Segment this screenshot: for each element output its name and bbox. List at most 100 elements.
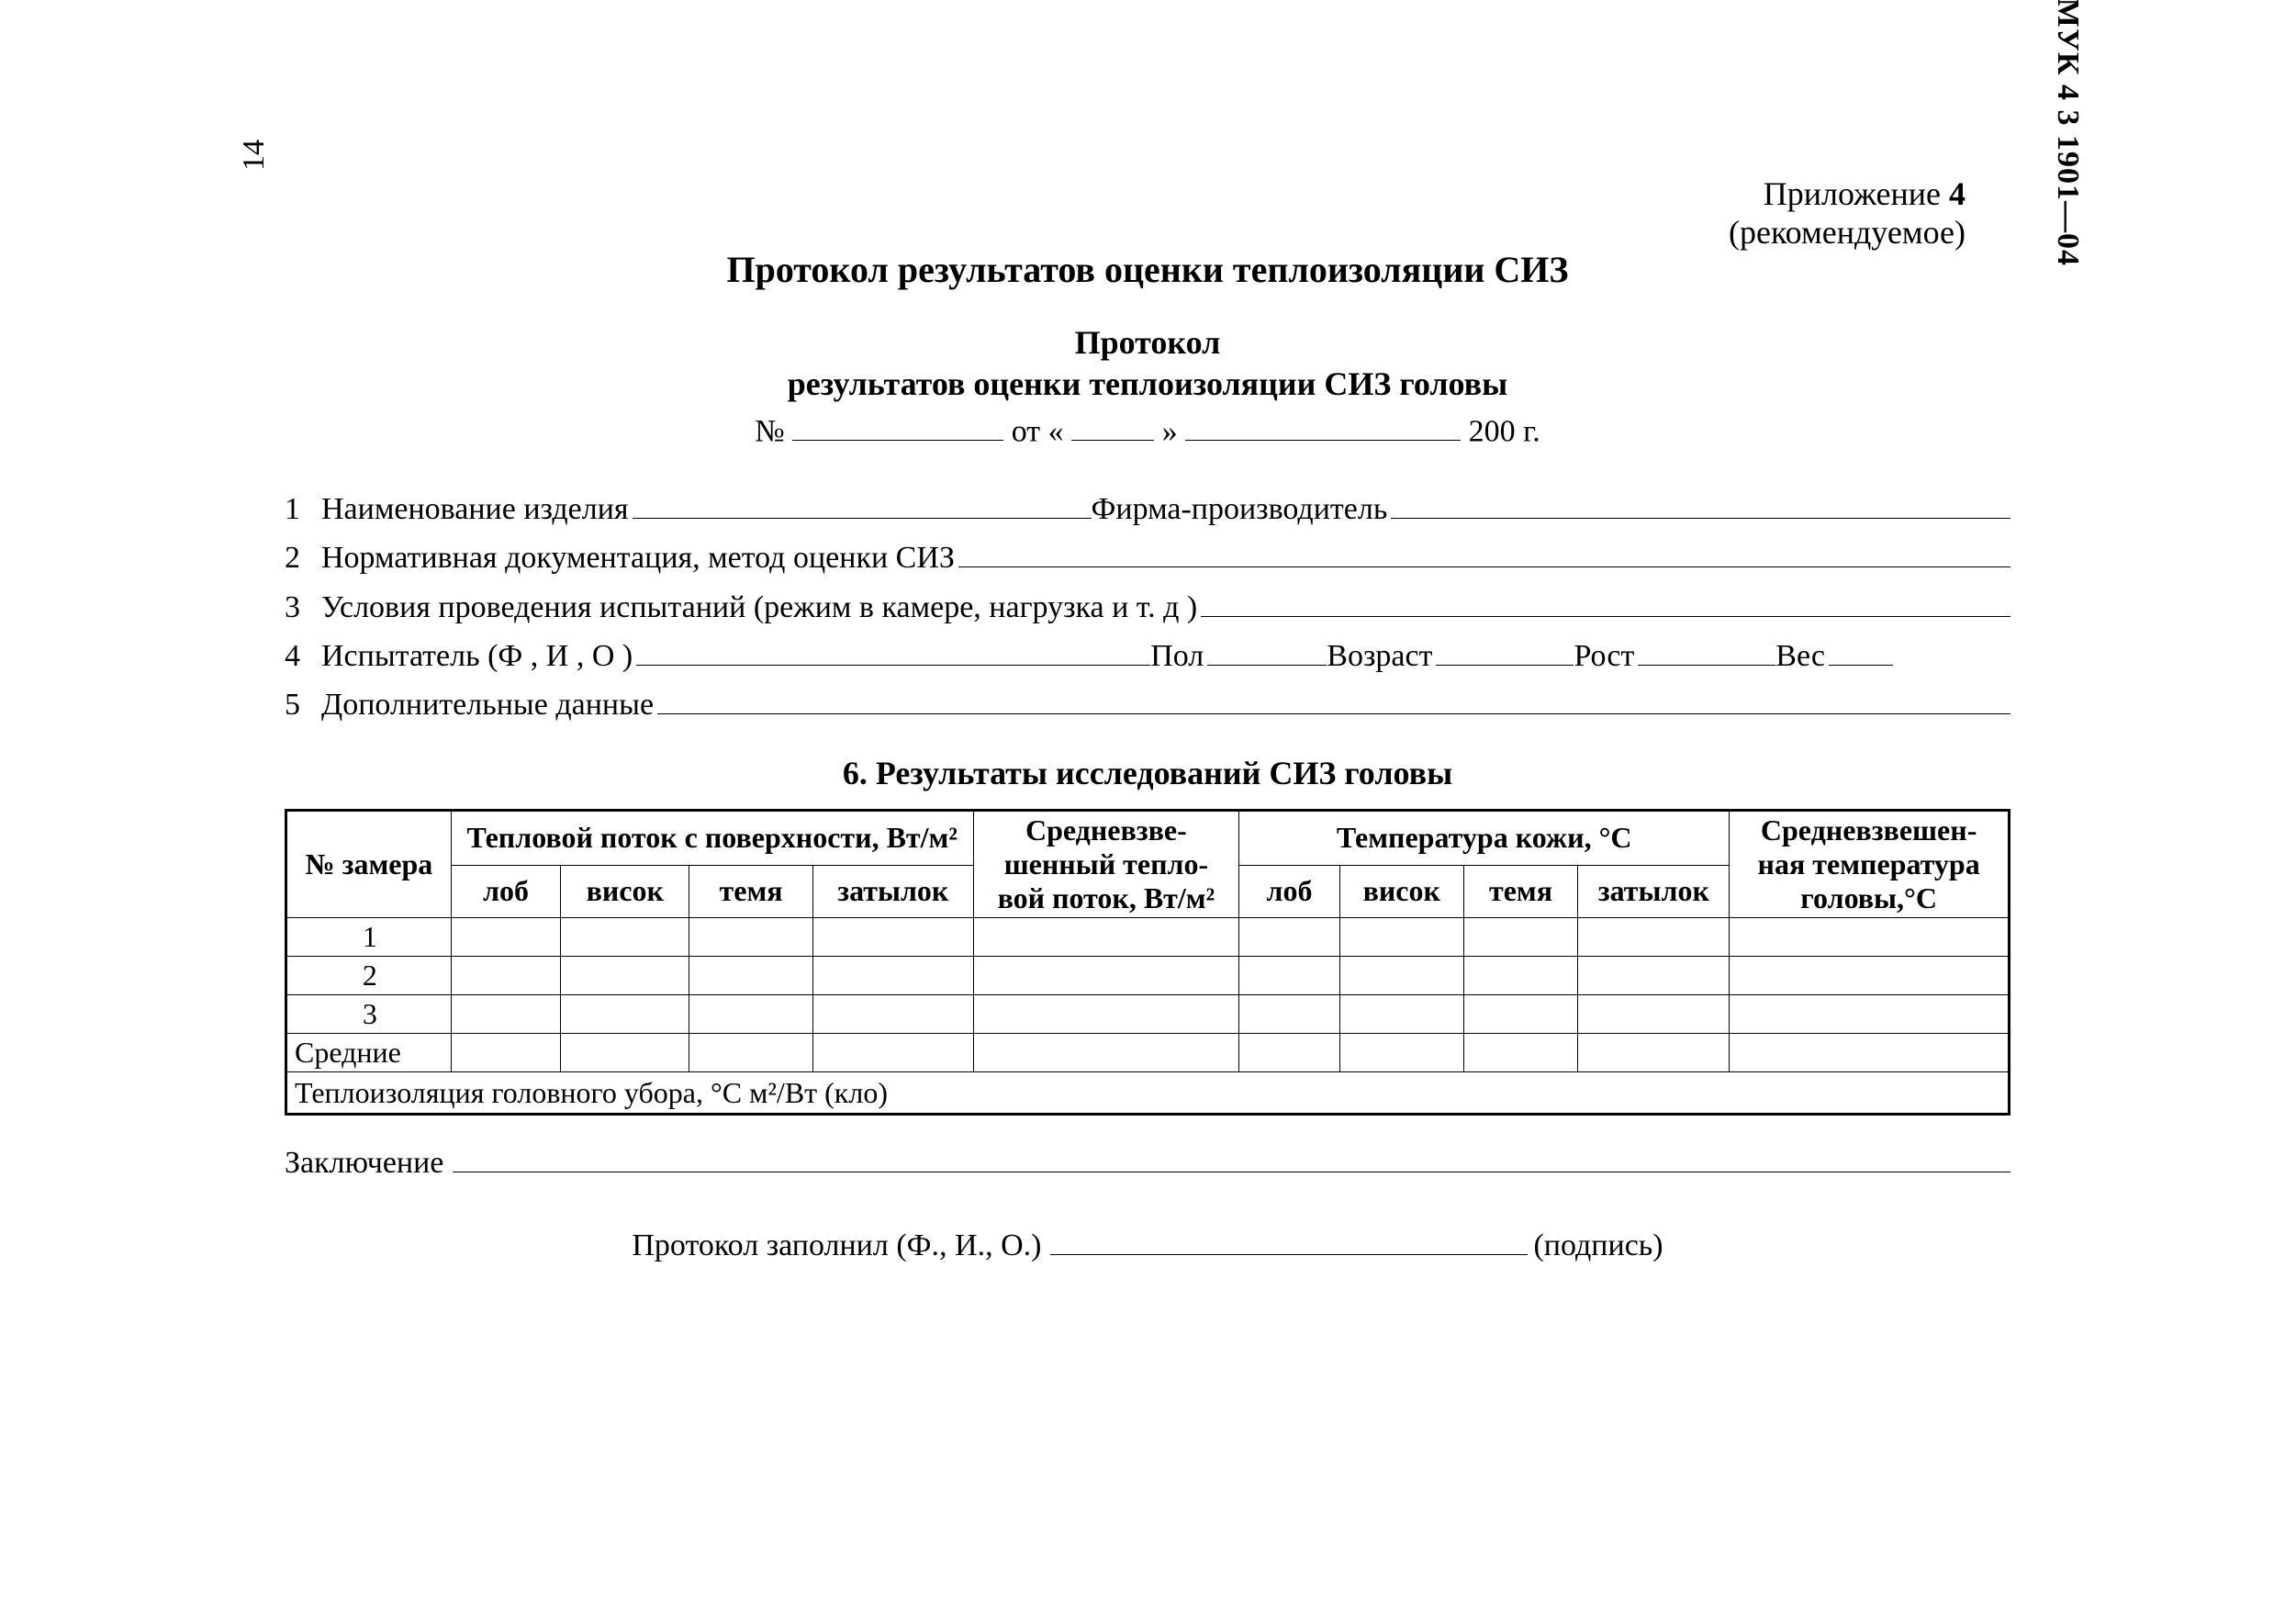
proto-year-suffix: 200 г.: [1469, 414, 1540, 448]
cell[interactable]: [1239, 957, 1340, 995]
appendix-note: (рекомендуемое): [1729, 213, 1966, 252]
header-avghead-l2: ная температура: [1758, 847, 1980, 880]
appendix-label: Приложение 4 (рекомендуемое): [1729, 174, 1966, 252]
cell[interactable]: [561, 918, 689, 957]
cell[interactable]: [973, 957, 1238, 995]
row2-label: 2: [286, 957, 452, 995]
form-fields: 1 Наименование изделия Фирма-производите…: [285, 484, 2010, 728]
form-row-1: 1 Наименование изделия Фирма-производите…: [285, 484, 2010, 532]
header-avgflow-l3: вой поток, Вт/м²: [998, 881, 1215, 914]
header-zatylok2: затылок: [1578, 865, 1730, 918]
item3-label: Условия проведения испытаний (режим в ка…: [321, 584, 1197, 631]
item4-vozrast-field[interactable]: [1436, 632, 1574, 666]
cell[interactable]: [561, 995, 689, 1034]
table-footer-row: Теплоизоляция головного убора, °С м²/Вт …: [286, 1072, 2010, 1115]
cell[interactable]: [689, 918, 813, 957]
subtitle-line1: Протокол: [285, 322, 2010, 364]
item1-field2[interactable]: [1391, 484, 2010, 518]
subtitle-line2: результатов оценки теплоизоляции СИЗ гол…: [285, 364, 2010, 405]
cell[interactable]: [451, 1034, 561, 1072]
item5-num: 5: [285, 681, 321, 728]
main-title: Протокол результатов оценки теплоизоляци…: [285, 248, 2010, 291]
document-code: МУК 4 3 1901—04: [2050, 0, 2085, 266]
cell[interactable]: [1730, 957, 2010, 995]
conclusion-field[interactable]: [453, 1138, 2010, 1172]
cell[interactable]: [1578, 1034, 1730, 1072]
cell[interactable]: [1339, 995, 1463, 1034]
cell[interactable]: [1239, 918, 1340, 957]
cell[interactable]: [812, 995, 973, 1034]
table-row-avg: Средние: [286, 1034, 2010, 1072]
row1-label: 1: [286, 918, 452, 957]
form-row-4: 4 Испытатель (Ф , И , О ) Пол Возраст Ро…: [285, 632, 2010, 679]
proto-no-label: №: [755, 414, 784, 448]
cell[interactable]: [1239, 1034, 1340, 1072]
cell[interactable]: [561, 1034, 689, 1072]
cell[interactable]: [1239, 995, 1340, 1034]
header-avghead-l1: Средневзвешен-: [1761, 813, 1977, 847]
item1-field1[interactable]: [633, 484, 1092, 518]
cell[interactable]: [812, 957, 973, 995]
item4-rost-field[interactable]: [1638, 632, 1775, 666]
item4-vozrast: Возраст: [1327, 633, 1432, 679]
page-number: 14: [237, 140, 272, 171]
item2-num: 2: [285, 534, 321, 581]
header-lob2: лоб: [1239, 865, 1340, 918]
item3-num: 3: [285, 584, 321, 631]
cell[interactable]: [689, 957, 813, 995]
cell[interactable]: [812, 918, 973, 957]
section6-title: 6. Результаты исследований СИЗ головы: [285, 754, 2010, 792]
cell[interactable]: [1578, 918, 1730, 957]
header-avghead: Средневзвешен- ная температура головы,°С: [1730, 811, 2010, 918]
subtitle-block: Протокол результатов оценки теплоизоляци…: [285, 322, 2010, 405]
conclusion-label: Заключение: [285, 1146, 443, 1181]
cell[interactable]: [1578, 957, 1730, 995]
cell[interactable]: [1463, 1034, 1578, 1072]
results-table: № замера Тепловой поток с поверхности, В…: [285, 809, 2010, 1116]
cell[interactable]: [812, 1034, 973, 1072]
signature-field[interactable]: [1050, 1221, 1528, 1255]
cell[interactable]: [1730, 918, 2010, 957]
cell[interactable]: [1730, 1034, 2010, 1072]
cell[interactable]: [689, 995, 813, 1034]
item4-pol-field[interactable]: [1207, 632, 1327, 666]
table-header-row1: № замера Тепловой поток с поверхности, В…: [286, 811, 2010, 865]
cell[interactable]: [1463, 995, 1578, 1034]
rowavg-label: Средние: [286, 1034, 452, 1072]
form-row-3: 3 Условия проведения испытаний (режим в …: [285, 582, 2010, 630]
item4-ves-field[interactable]: [1829, 632, 1893, 666]
cell[interactable]: [1339, 1034, 1463, 1072]
proto-raquo: »: [1162, 414, 1178, 448]
cell[interactable]: [451, 995, 561, 1034]
item1-label2: Фирма-производитель: [1092, 486, 1388, 533]
header-temya2: темя: [1463, 865, 1578, 918]
cell[interactable]: [1339, 957, 1463, 995]
cell[interactable]: [973, 995, 1238, 1034]
cell[interactable]: [973, 1034, 1238, 1072]
header-avghead-l3: головы,°С: [1800, 881, 1937, 914]
item2-field[interactable]: [958, 533, 2010, 567]
cell[interactable]: [689, 1034, 813, 1072]
item4-fio-field[interactable]: [636, 632, 1150, 666]
cell[interactable]: [1339, 918, 1463, 957]
cell[interactable]: [561, 957, 689, 995]
header-zatylok1: затылок: [812, 865, 973, 918]
proto-day-field[interactable]: [1071, 407, 1154, 441]
appendix-title: Приложение: [1764, 175, 1941, 212]
cell[interactable]: [1730, 995, 2010, 1034]
proto-no-field[interactable]: [792, 407, 1003, 441]
cell[interactable]: [1463, 957, 1578, 995]
cell[interactable]: [451, 918, 561, 957]
header-avgflow-l2: шенный тепло-: [1004, 847, 1208, 880]
item5-field[interactable]: [657, 680, 2010, 714]
cell[interactable]: [1578, 995, 1730, 1034]
item3-field[interactable]: [1201, 582, 2010, 616]
cell[interactable]: [1463, 918, 1578, 957]
item1-num: 1: [285, 486, 321, 533]
proto-month-field[interactable]: [1185, 407, 1461, 441]
conclusion-line: Заключение: [285, 1138, 2010, 1180]
header-heatflow: Тепловой поток с поверхности, Вт/м²: [451, 811, 973, 865]
cell[interactable]: [451, 957, 561, 995]
cell[interactable]: [973, 918, 1238, 957]
header-visok1: висок: [561, 865, 689, 918]
